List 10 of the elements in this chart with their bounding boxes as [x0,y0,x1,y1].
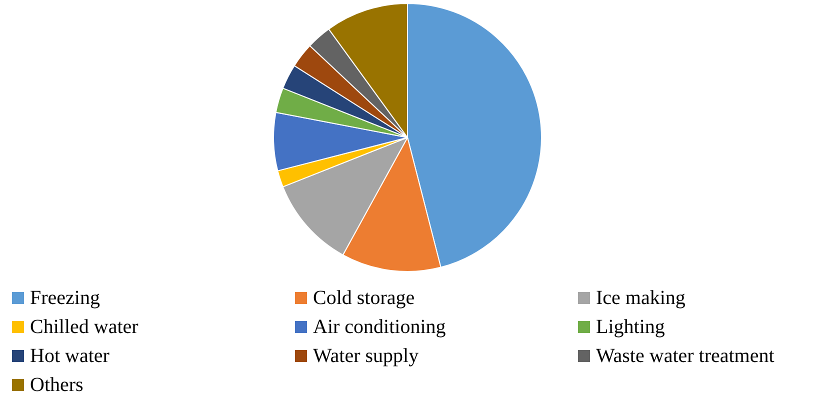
legend-label: Freezing [30,286,100,310]
legend-label: Ice making [596,286,686,310]
legend-label: Water supply [313,344,419,368]
legend-label: Air conditioning [313,316,446,338]
legend-label: Cold storage [313,286,415,310]
legend-label: Lighting [596,316,665,338]
legend-label: Hot water [30,344,110,368]
legend-label: Chilled water [30,316,138,338]
legend-label: Others [30,374,84,396]
legend-label: Waste water treatment [596,344,774,368]
